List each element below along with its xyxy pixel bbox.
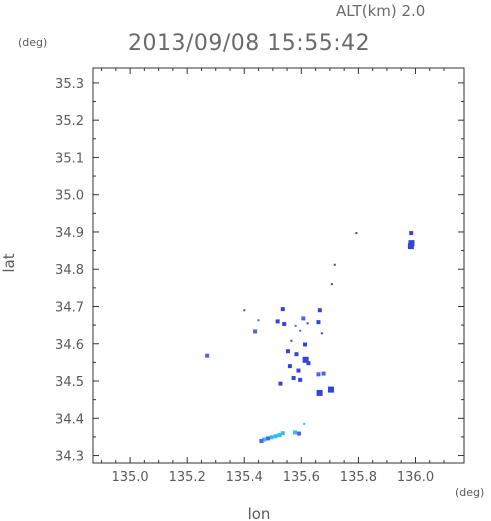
echo-point [303,422,306,425]
y-tick-label: 34.5 [55,375,84,390]
echo-point [277,433,282,438]
echo-point [273,434,278,439]
echo-point [316,372,321,377]
y-tick-label: 35.0 [55,189,84,204]
echo-point [294,352,299,357]
echo-point [316,389,323,396]
echo-point [333,263,336,266]
y-axis: 34.3 34.4 34.5 34.6 34.7 34.8 34.9 35.0 35.1 35.2… [55,77,464,465]
echo-point [278,381,283,386]
echo-point [409,231,414,236]
echo-point [287,364,292,369]
echo-point [302,356,309,363]
echo-points [205,231,415,444]
echo-point [306,322,309,325]
x-unit-label: (deg) [455,486,484,499]
echo-point [269,435,274,440]
echo-point [293,430,298,435]
altitude-label: ALT(km) 2.0 [336,2,425,20]
y-tick-label: 35.2 [55,114,84,129]
echo-point [328,386,335,393]
echo-point [243,309,246,312]
echo-point [294,324,297,327]
echo-point [290,339,293,342]
echo-point [317,308,322,313]
x-axis-title: lon [248,505,271,521]
x-tick-label: 135.2 [169,470,206,485]
y-tick-label: 34.7 [55,300,84,315]
echo-point [291,376,296,381]
y-tick-label: 34.8 [55,263,84,278]
y-unit-label: (deg) [18,36,47,49]
x-tick-label: 135.6 [283,470,320,485]
y-tick-label: 34.9 [55,226,84,241]
x-tick-label: 135.4 [226,470,263,485]
echo-point [321,371,326,376]
echo-point [262,437,267,442]
echo-point [280,431,285,436]
x-tick-label: 135.8 [340,470,377,485]
echo-point [298,377,303,382]
echo-point [296,368,301,373]
y-axis-title: lat [0,253,18,272]
plot-frame [92,67,465,464]
y-tick-label: 34.6 [55,338,84,353]
x-axis: 135.0 135.2 135.4 135.6 135.8 136.0 [101,68,445,485]
echo-point [306,361,311,366]
echo-point [299,329,302,332]
echo-point [259,439,264,444]
echo-point [330,283,333,286]
y-tick-label: 35.1 [55,151,84,166]
echo-point [280,307,285,312]
echo-point [275,319,280,324]
x-tick-label: 135.0 [111,470,148,485]
echo-point [355,232,358,235]
x-tick-label: 136.0 [397,470,434,485]
y-tick-label: 34.4 [55,412,84,427]
y-tick-label: 35.3 [55,77,84,92]
echo-point [303,342,308,347]
echo-point [253,329,258,334]
echo-point [297,431,302,436]
echo-point [257,319,260,322]
echo-point [320,332,323,335]
echo-point [205,353,210,358]
echo-point [265,436,270,441]
echo-point [316,320,321,325]
y-tick-label: 34.3 [55,450,84,465]
echo-point [301,316,306,321]
echo-point [407,243,414,250]
echo-point [285,349,290,354]
timestamp-title: 2013/09/08 15:55:42 [128,31,370,56]
echo-point [282,322,287,327]
